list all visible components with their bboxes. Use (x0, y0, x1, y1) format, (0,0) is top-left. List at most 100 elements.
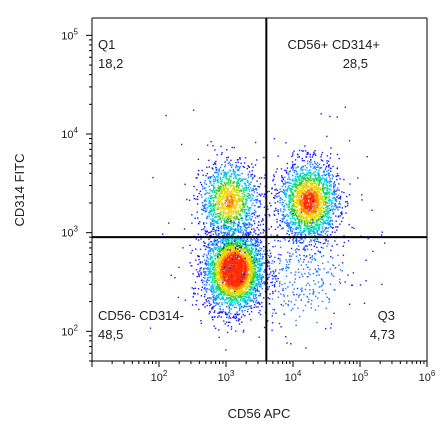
event-dot (213, 305, 215, 307)
event-dot (221, 180, 223, 183)
event-dot (236, 216, 238, 218)
event-dot (242, 331, 245, 333)
event-dot (210, 213, 212, 215)
event-dot (209, 271, 211, 273)
event-dot (239, 242, 241, 245)
event-dot (230, 285, 232, 287)
event-dot (287, 215, 289, 217)
event-dot (217, 268, 220, 270)
event-dot (204, 274, 206, 277)
event-dot (236, 202, 238, 204)
event-dot (302, 183, 304, 185)
event-dot (230, 273, 232, 276)
event-dot (221, 269, 223, 271)
event-dot (225, 279, 227, 282)
event-dot (241, 273, 243, 275)
event-dot (224, 185, 227, 187)
event-dot (217, 187, 219, 190)
event-dot (246, 186, 248, 189)
event-dot (252, 195, 254, 197)
event-dot (243, 210, 246, 212)
event-dot (240, 239, 242, 242)
event-dot (229, 215, 231, 218)
event-dot (270, 281, 272, 284)
event-dot (232, 189, 235, 191)
event-dot (234, 276, 237, 279)
event-dot (250, 304, 252, 307)
event-dot (240, 231, 242, 234)
event-dot (208, 200, 210, 202)
event-dot (252, 287, 255, 290)
event-dot (248, 305, 250, 307)
event-dot (220, 201, 223, 203)
event-dot (231, 210, 234, 213)
event-dot (219, 305, 221, 307)
event-dot (223, 256, 226, 258)
event-dot (223, 234, 225, 236)
event-dot (292, 238, 295, 240)
event-dot (300, 184, 302, 187)
event-dot (255, 283, 257, 285)
event-dot (222, 206, 224, 208)
event-dot (231, 164, 234, 166)
event-dot (240, 275, 242, 277)
event-dot (220, 145, 222, 148)
event-dot (212, 299, 214, 301)
event-dot (301, 194, 304, 196)
event-dot (235, 291, 238, 293)
event-dot (200, 273, 202, 275)
event-dot (224, 248, 227, 251)
event-dot (240, 210, 242, 212)
event-dot (237, 297, 239, 299)
event-dot (253, 244, 255, 246)
event-dot (241, 209, 243, 212)
event-dot (253, 276, 256, 278)
event-dot (246, 256, 249, 258)
event-dot (225, 290, 227, 292)
event-dot (237, 264, 239, 267)
event-dot (229, 200, 231, 203)
event-dot (259, 200, 261, 202)
event-dot (228, 317, 230, 319)
event-dot (231, 243, 233, 245)
event-dot (242, 290, 244, 292)
event-dot (198, 308, 200, 311)
event-dot (230, 217, 232, 220)
event-dot (246, 198, 248, 201)
event-dot (193, 292, 195, 294)
event-dot (212, 212, 215, 215)
event-dot (242, 202, 244, 204)
event-dot (255, 254, 257, 256)
event-dot (228, 265, 230, 267)
event-dot (232, 269, 235, 271)
event-dot (222, 249, 224, 251)
event-dot (232, 200, 235, 202)
event-dot (210, 291, 213, 293)
event-dot (237, 249, 239, 251)
event-dot (259, 283, 262, 285)
event-dot (243, 256, 245, 259)
event-dot (225, 208, 227, 210)
event-dot (250, 242, 253, 244)
event-dot (267, 320, 269, 322)
event-dot (218, 311, 220, 313)
event-dot (223, 219, 225, 222)
event-dot (220, 172, 222, 174)
event-dot (210, 261, 212, 263)
event-dot (237, 252, 239, 254)
event-dot (322, 214, 324, 216)
event-dot (242, 291, 245, 294)
event-dot (237, 244, 239, 246)
event-dot (210, 255, 213, 258)
event-dot (213, 214, 215, 216)
event-dot (235, 317, 238, 319)
event-dot (246, 257, 249, 259)
event-dot (246, 299, 249, 301)
event-dot (227, 211, 229, 213)
event-dot (228, 199, 231, 201)
event-dot (213, 240, 215, 242)
event-dot (223, 253, 225, 255)
event-dot (304, 216, 306, 219)
event-dot (188, 199, 191, 201)
event-dot (251, 250, 254, 252)
